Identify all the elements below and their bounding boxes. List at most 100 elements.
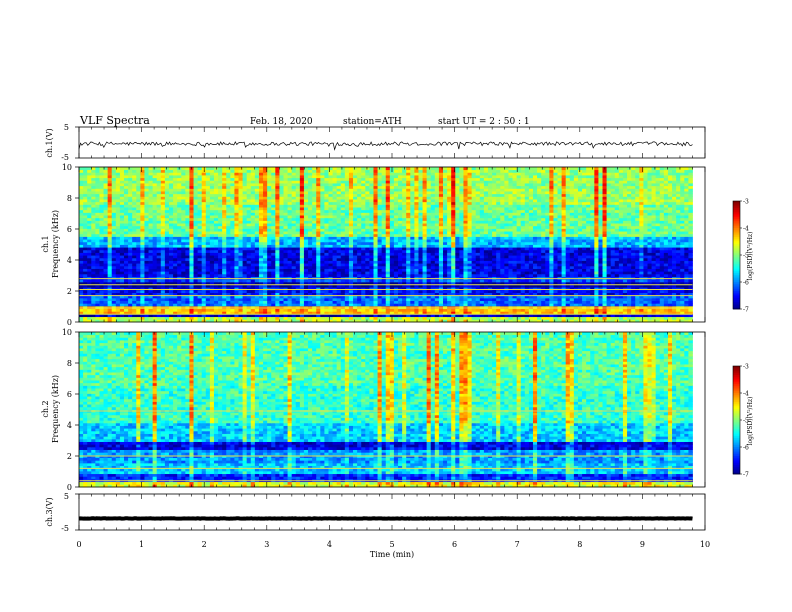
spectrogram-cell (213, 279, 219, 283)
spectrogram-cell (291, 233, 297, 237)
spectrogram-cell (463, 233, 468, 237)
spectrogram-cell (512, 292, 518, 296)
spectrogram-cell (181, 300, 186, 304)
spectrogram-cell (267, 273, 272, 277)
spectrogram-cell (242, 265, 248, 269)
spectrogram-cell (606, 260, 612, 264)
spectrogram-cell (438, 281, 444, 285)
spectrogram-cell (492, 295, 497, 299)
spectrogram-cell (532, 303, 538, 307)
spectrogram-cell (688, 263, 693, 267)
spectrogram-cell (316, 303, 321, 307)
spectrogram-cell (369, 284, 374, 288)
spectrogram-cell (267, 319, 272, 323)
spectrogram-cell (369, 252, 374, 256)
spectrogram-cell (385, 319, 391, 323)
spectrogram-cell (357, 292, 362, 296)
spectrogram-cell (152, 297, 158, 302)
spectrogram-cell (430, 241, 436, 245)
spectrogram-cell (516, 284, 522, 288)
spectrogram-cell (197, 281, 203, 285)
spectrogram-cell (140, 313, 145, 318)
spectrogram-cell (426, 279, 432, 283)
spectrogram-cell (647, 244, 652, 248)
spectrogram-cell (185, 247, 190, 251)
spectrogram-cell (222, 287, 227, 291)
spectrogram-cell (528, 263, 534, 267)
spectrogram-cell (459, 247, 464, 251)
spectrogram-cell (438, 292, 444, 296)
spectrogram-cell (107, 284, 113, 288)
spectrogram-cell (209, 287, 215, 291)
spectrogram-cell (430, 252, 436, 256)
spectrogram-cell (156, 257, 162, 261)
spectrogram-cell (549, 289, 554, 293)
spectrogram-cell (463, 308, 468, 312)
spectrogram-cell (622, 244, 628, 248)
spectrogram-cell (226, 249, 231, 253)
spectrogram-cell (103, 239, 109, 243)
spectrogram-cell (459, 233, 464, 237)
spectrogram-cell (283, 316, 288, 320)
spectrogram-cell (598, 279, 603, 283)
spectrogram-cell (324, 311, 329, 315)
spectrogram-cell (569, 313, 575, 318)
spectrogram-cell (377, 300, 383, 304)
spectrogram-cell (377, 273, 383, 277)
spectrogram-cell (631, 289, 636, 293)
spectrogram-cell (365, 260, 370, 264)
spectrogram-cell (631, 260, 636, 264)
spectrogram-cell (242, 239, 248, 243)
spectrogram-cell (496, 308, 501, 312)
spectrogram-cell (226, 281, 231, 285)
spectrogram-cell (487, 239, 493, 243)
spectrogram-cell (181, 287, 186, 291)
spectrogram-cell (222, 305, 227, 310)
spectrogram-cell (500, 260, 505, 264)
spectrogram-cell (606, 271, 612, 275)
spectrogram-cell (201, 281, 207, 285)
spectrogram-cell (177, 287, 182, 291)
spectrogram-cell (537, 319, 542, 323)
spectrogram-cell (332, 303, 338, 307)
spectrogram-cell (369, 247, 374, 251)
spectrogram-cell (299, 287, 305, 291)
spectrogram-cell (532, 239, 538, 243)
spectrogram-cell (336, 295, 342, 299)
spectrogram-cell (312, 303, 317, 307)
spectrogram-cell (103, 287, 109, 291)
spectrogram-cell (291, 257, 297, 261)
spectrogram-cell (136, 249, 141, 253)
spectrogram-cell (463, 311, 468, 315)
spectrogram-cell (189, 244, 194, 248)
spectrogram-cell (238, 265, 243, 269)
spectrogram-cell (663, 260, 669, 264)
spectrogram-cell (152, 300, 158, 304)
spectrogram-cell (287, 305, 293, 310)
spectrogram-cell (582, 313, 587, 318)
spectrogram-cell (447, 279, 452, 283)
spectrogram-cell (189, 292, 194, 296)
spectrogram-cell (635, 236, 640, 240)
spectrogram-cell (402, 281, 407, 285)
spectrogram-cell (263, 281, 268, 285)
spectrogram-cell (312, 233, 317, 237)
spectrogram-cell (242, 260, 248, 264)
spectrogram-cell (447, 303, 452, 307)
spectrogram-cell (447, 311, 452, 315)
spectrogram-cell (586, 281, 591, 285)
spectrogram-cell (483, 247, 489, 251)
spectrogram-cell (83, 257, 88, 261)
spectrogram-cell (676, 305, 681, 310)
spectrogram-cell (684, 257, 689, 261)
spectrogram-cell (496, 313, 501, 318)
spectrogram-cell (475, 257, 481, 261)
spectrogram-cell (496, 257, 501, 261)
spectrogram-cell (156, 241, 162, 245)
spectrogram-cell (430, 313, 436, 318)
spectrogram-cell (250, 289, 256, 293)
spectrogram-cell (426, 263, 432, 267)
spectrogram-cell (541, 284, 546, 288)
spectrogram-cell (524, 260, 530, 264)
spectrogram-cell (667, 244, 673, 248)
